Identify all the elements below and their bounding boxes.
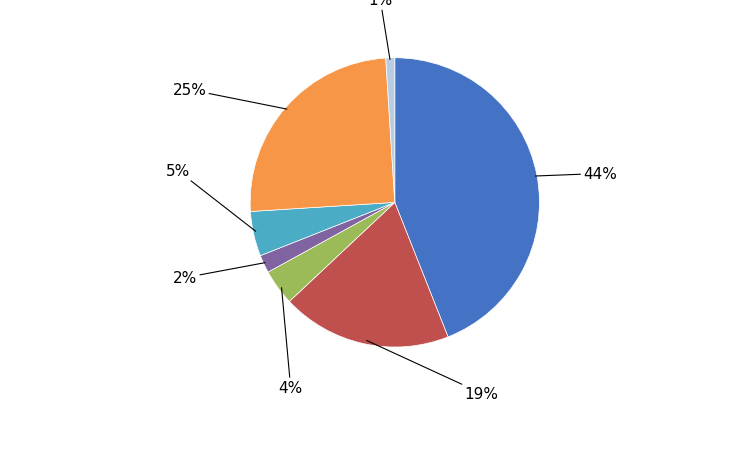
Wedge shape [260, 203, 395, 272]
Text: 19%: 19% [367, 341, 499, 401]
Wedge shape [268, 203, 395, 302]
Wedge shape [250, 59, 395, 212]
Text: 4%: 4% [278, 288, 303, 395]
Text: 5%: 5% [165, 164, 256, 232]
Wedge shape [250, 203, 395, 256]
Wedge shape [395, 59, 539, 337]
Wedge shape [290, 203, 448, 347]
Text: 1%: 1% [368, 0, 393, 60]
Text: 44%: 44% [535, 166, 617, 182]
Wedge shape [386, 59, 395, 203]
Text: 25%: 25% [172, 83, 287, 110]
Text: 2%: 2% [173, 263, 265, 285]
